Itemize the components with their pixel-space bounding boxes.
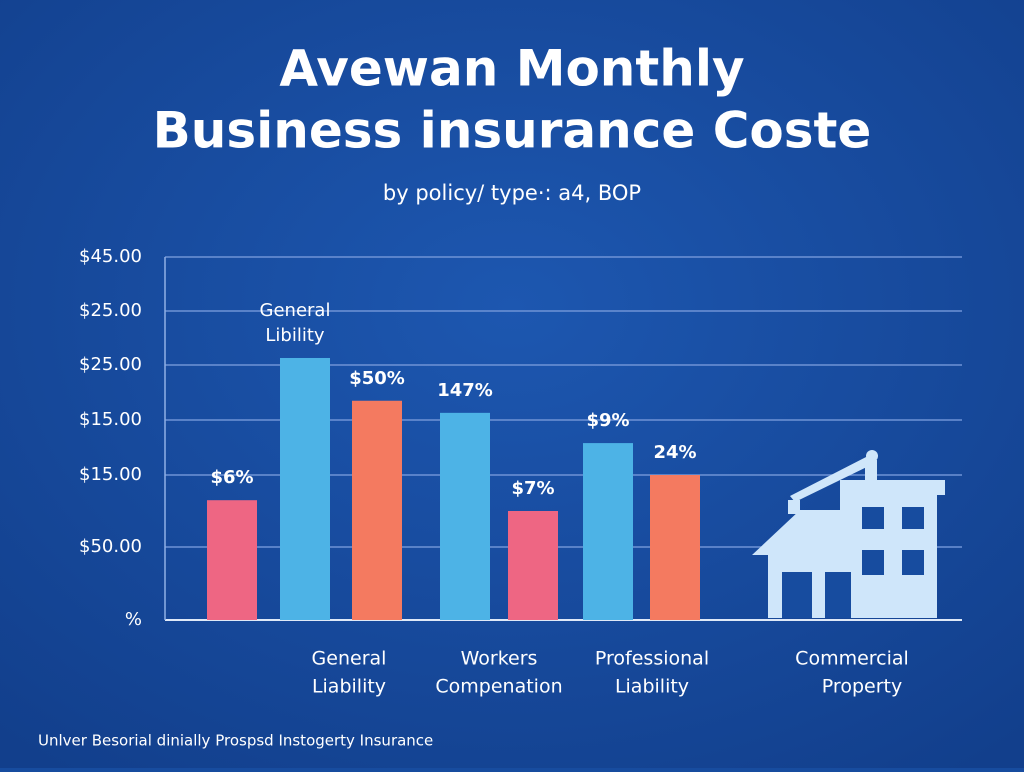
- bar: [352, 400, 402, 620]
- bar-label: $6%: [210, 467, 253, 488]
- y-tick-label: $15.00: [79, 464, 142, 485]
- bar: [207, 500, 257, 620]
- footer: Unlver Besorial dinially Prospsd Instoge…: [38, 732, 433, 750]
- subtitle: by policy/ type·: a4, BOP: [383, 181, 641, 205]
- y-tick-label: $15.00: [79, 409, 142, 430]
- bar: [650, 475, 700, 620]
- bar: [508, 511, 558, 620]
- bar-label: $9%: [586, 410, 629, 431]
- x-tick-label: Compenation: [435, 676, 562, 698]
- x-tick-label: Liability: [615, 676, 689, 698]
- x-tick-label: Liability: [312, 676, 386, 698]
- x-tick-label: Workers: [461, 648, 538, 670]
- bar-label: General: [260, 300, 331, 321]
- bar-label: $7%: [511, 478, 554, 499]
- bar-label: 147%: [437, 380, 493, 401]
- x-tick-label: Property: [822, 676, 902, 698]
- y-tick-label: $25.00: [79, 354, 142, 375]
- bar: [280, 357, 330, 620]
- bar: [440, 412, 490, 620]
- house-icon: [752, 450, 945, 618]
- y-tick-label: $50.00: [79, 536, 142, 557]
- y-tick-label: $25.00: [79, 300, 142, 321]
- bar-label: $50%: [349, 368, 405, 389]
- chart-title: Avewan Monthly: [279, 40, 744, 98]
- chart-title: Business insurance Coste: [153, 102, 872, 160]
- y-tick-label: $45.00: [79, 246, 142, 267]
- x-tick-label: Professional: [595, 648, 709, 670]
- bar-label: Libility: [265, 325, 325, 346]
- x-tick-label: General: [312, 648, 387, 670]
- x-tick-label: Commercial: [795, 648, 909, 670]
- y-tick-label: %: [125, 609, 142, 630]
- bar-label: 24%: [653, 442, 696, 463]
- bar: [583, 443, 633, 620]
